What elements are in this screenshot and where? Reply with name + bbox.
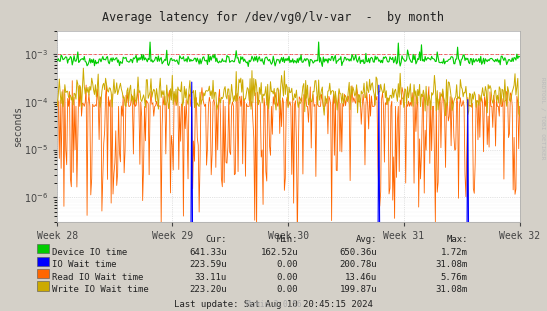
Text: Average latency for /dev/vg0/lv-var  -  by month: Average latency for /dev/vg0/lv-var - by… [102,11,445,24]
Text: Write IO Wait time: Write IO Wait time [52,285,149,294]
Text: Min:: Min: [277,235,298,244]
Text: 13.46u: 13.46u [345,273,377,282]
Text: Read IO Wait time: Read IO Wait time [52,273,143,282]
Text: 5.76m: 5.76m [441,273,468,282]
Text: Device IO time: Device IO time [52,248,127,257]
Text: Cur:: Cur: [206,235,227,244]
Text: 200.78u: 200.78u [340,260,377,269]
Y-axis label: seconds: seconds [13,106,23,147]
Text: Avg:: Avg: [356,235,377,244]
Text: 223.20u: 223.20u [189,285,227,294]
Text: 0.00: 0.00 [277,273,298,282]
Text: 641.33u: 641.33u [189,248,227,257]
Text: 199.87u: 199.87u [340,285,377,294]
Text: IO Wait time: IO Wait time [52,260,117,269]
Text: 31.08m: 31.08m [435,260,468,269]
Text: Last update: Sat Aug 10 20:45:15 2024: Last update: Sat Aug 10 20:45:15 2024 [174,300,373,309]
Text: RRDTOOL / TOBI OETIKER: RRDTOOL / TOBI OETIKER [541,77,546,160]
Text: 1.72m: 1.72m [441,248,468,257]
Text: 223.59u: 223.59u [189,260,227,269]
Text: 0.00: 0.00 [277,260,298,269]
Text: 0.00: 0.00 [277,285,298,294]
Text: 31.08m: 31.08m [435,285,468,294]
Text: 650.36u: 650.36u [340,248,377,257]
Text: Max:: Max: [446,235,468,244]
Text: 33.11u: 33.11u [195,273,227,282]
Text: 162.52u: 162.52u [260,248,298,257]
Text: Munin 2.0.56: Munin 2.0.56 [246,300,301,309]
